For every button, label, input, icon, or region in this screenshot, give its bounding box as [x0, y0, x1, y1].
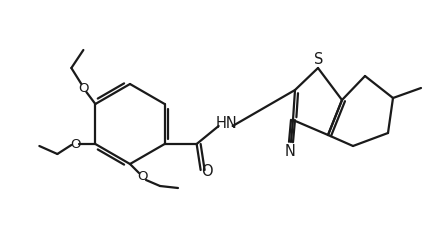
Text: O: O — [201, 163, 212, 179]
Text: O: O — [70, 137, 81, 151]
Text: S: S — [314, 52, 324, 66]
Text: HN: HN — [216, 117, 237, 131]
Text: O: O — [137, 169, 147, 183]
Text: N: N — [284, 144, 295, 158]
Text: O: O — [78, 82, 89, 94]
